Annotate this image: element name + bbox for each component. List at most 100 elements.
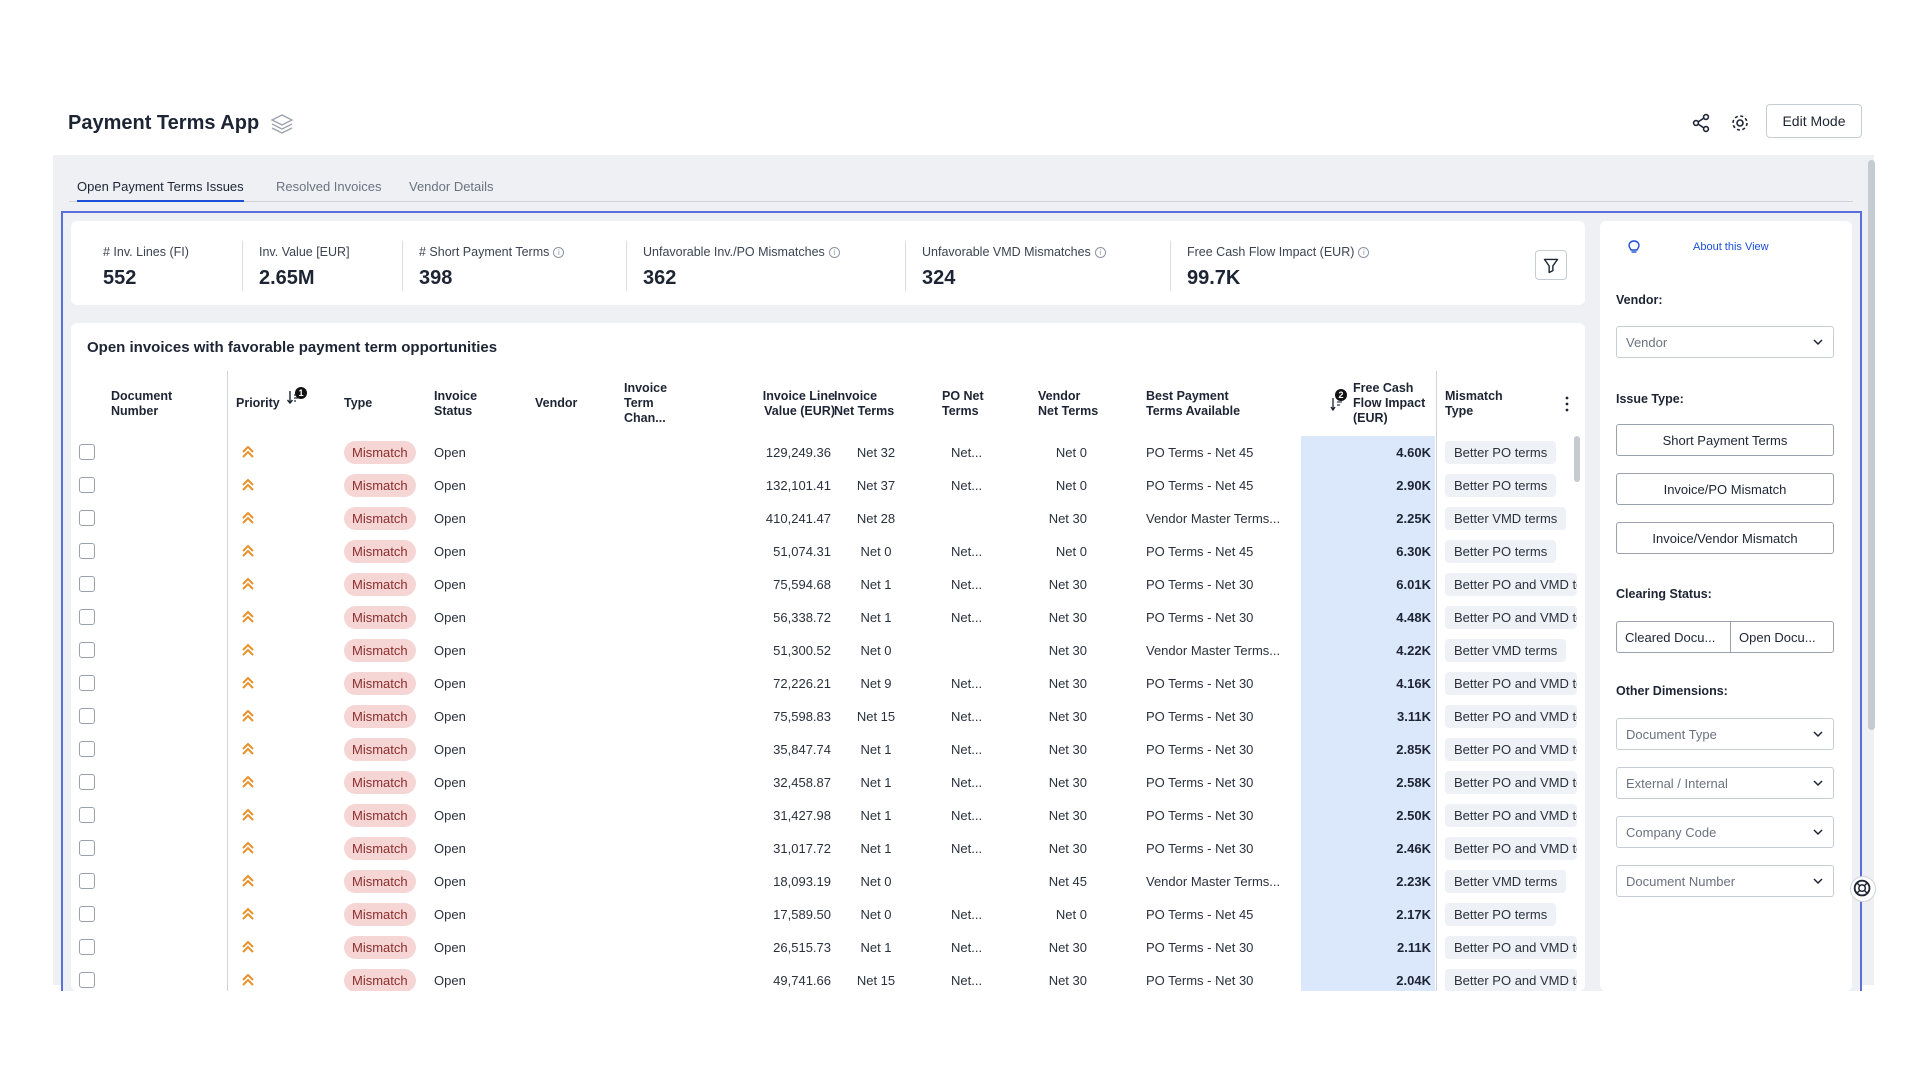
header-invoice-status[interactable]: Invoice Status: [434, 389, 478, 418]
open-documents-button[interactable]: Open Docu...: [1730, 621, 1834, 653]
header-best-payment-terms[interactable]: Best Payment Terms Available: [1146, 389, 1241, 418]
filter-sidebar: About this View Vendor: Vendor Issue Typ…: [1600, 221, 1852, 991]
info-icon[interactable]: i: [828, 246, 840, 258]
fcf-highlight: [1301, 568, 1435, 601]
table-row[interactable]: Mismatch Open 51,074.31 Net 0 Net... Net 0 PO …: [71, 535, 1585, 568]
edit-mode-button[interactable]: Edit Mode: [1766, 104, 1862, 138]
free-cash-flow-impact: 2.25K: [1396, 511, 1431, 526]
table-row[interactable]: Mismatch Open 35,847.74 Net 1 Net... Net 30 PO…: [71, 733, 1585, 766]
short-payment-terms-button[interactable]: Short Payment Terms: [1616, 424, 1834, 456]
invoice-status: Open: [434, 643, 466, 658]
table-row[interactable]: Mismatch Open 18,093.19 Net 0 Net 45 Vendor M…: [71, 865, 1585, 898]
info-icon[interactable]: i: [1358, 246, 1370, 258]
invoice-net-terms: Net 1: [860, 775, 892, 790]
row-checkbox[interactable]: [79, 873, 95, 889]
row-checkbox[interactable]: [79, 840, 95, 856]
table-row[interactable]: Mismatch Open 129,249.36 Net 32 Net... Net 0 P…: [71, 436, 1585, 469]
mismatch-type-badge: Better PO and VMD te: [1445, 804, 1577, 827]
header-vendor[interactable]: Vendor: [535, 396, 578, 410]
row-checkbox[interactable]: [79, 741, 95, 757]
document-type-dropdown[interactable]: Document Type: [1616, 718, 1834, 750]
vendor-net-terms: Net 30: [1048, 742, 1087, 757]
free-cash-flow-impact: 2.85K: [1396, 742, 1431, 757]
type-badge: Mismatch: [344, 738, 416, 761]
row-checkbox[interactable]: [79, 807, 95, 823]
high-priority-icon: [242, 445, 254, 458]
gear-icon[interactable]: [1729, 112, 1751, 134]
row-checkbox[interactable]: [79, 444, 95, 460]
tab-open-payment-terms-issues[interactable]: Open Payment Terms Issues: [77, 179, 244, 202]
filter-button[interactable]: [1535, 250, 1567, 280]
table-row[interactable]: Mismatch Open 75,598.83 Net 15 Net... Net 30 P…: [71, 700, 1585, 733]
free-cash-flow-impact: 4.22K: [1396, 643, 1431, 658]
table-scrollbar[interactable]: [1574, 436, 1580, 482]
header-free-cash-flow-impact[interactable]: Free Cash Flow Impact (EUR): [1353, 381, 1426, 425]
tab-vendor-details[interactable]: Vendor Details: [409, 179, 494, 194]
table-row[interactable]: Mismatch Open 410,241.47 Net 28 Net 30 Vendor…: [71, 502, 1585, 535]
kpi-divider: [626, 241, 627, 291]
table-row[interactable]: Mismatch Open 31,017.72 Net 1 Net... Net 30 PO…: [71, 832, 1585, 865]
sort-descending-icon[interactable]: [1330, 397, 1344, 411]
row-checkbox[interactable]: [79, 609, 95, 625]
about-this-view-link[interactable]: About this View: [1693, 241, 1769, 253]
share-icon[interactable]: [1690, 112, 1712, 134]
table-row[interactable]: Mismatch Open 75,594.68 Net 1 Net... Net 30 PO…: [71, 568, 1585, 601]
row-checkbox[interactable]: [79, 774, 95, 790]
row-checkbox[interactable]: [79, 543, 95, 559]
table-row[interactable]: Mismatch Open 17,589.50 Net 0 Net... Net 0 PO …: [71, 898, 1585, 931]
row-checkbox[interactable]: [79, 576, 95, 592]
more-options-icon[interactable]: [1559, 395, 1575, 413]
header-priority[interactable]: Priority: [236, 396, 280, 410]
high-priority-icon: [242, 940, 254, 953]
page-scrollbar[interactable]: [1868, 160, 1875, 730]
header-invoice-net-terms[interactable]: Invoice Net Terms: [834, 389, 895, 418]
table-row[interactable]: Mismatch Open 26,515.73 Net 1 Net... Net 30 PO…: [71, 931, 1585, 964]
row-checkbox[interactable]: [79, 510, 95, 526]
mismatch-type-badge: Better VMD terms: [1445, 639, 1567, 662]
header-mismatch-type[interactable]: Mismatch Type: [1445, 389, 1503, 418]
table-row[interactable]: Mismatch Open 51,300.52 Net 0 Net 30 Vendor M…: [71, 634, 1585, 667]
po-net-terms: Net...: [951, 742, 983, 757]
table-row[interactable]: Mismatch Open 32,458.87 Net 1 Net... Net 30 PO…: [71, 766, 1585, 799]
row-checkbox[interactable]: [79, 906, 95, 922]
invoice-po-mismatch-button[interactable]: Invoice/PO Mismatch: [1616, 473, 1834, 505]
vendor-net-terms: Net 30: [1048, 610, 1087, 625]
table-row[interactable]: Mismatch Open 56,338.72 Net 1 Net... Net 30 PO…: [71, 601, 1585, 634]
header-type[interactable]: Type: [344, 396, 373, 410]
free-cash-flow-impact: 2.90K: [1396, 478, 1431, 493]
cleared-documents-button[interactable]: Cleared Docu...: [1616, 621, 1731, 653]
invoice-line-value: 31,017.72: [773, 841, 831, 856]
row-checkbox[interactable]: [79, 939, 95, 955]
invoice-vendor-mismatch-button[interactable]: Invoice/Vendor Mismatch: [1616, 522, 1834, 554]
row-checkbox[interactable]: [79, 972, 95, 988]
table-row[interactable]: Mismatch Open 49,741.66 Net 15 Net... Net 30 P…: [71, 964, 1585, 991]
fcf-highlight: [1301, 601, 1435, 634]
external-internal-dropdown[interactable]: External / Internal: [1616, 767, 1834, 799]
vendor-net-terms: Net 30: [1048, 775, 1087, 790]
type-badge: Mismatch: [344, 606, 416, 629]
info-icon[interactable]: i: [1094, 246, 1106, 258]
vendor-dropdown[interactable]: Vendor: [1616, 326, 1834, 358]
row-checkbox[interactable]: [79, 477, 95, 493]
table-row[interactable]: Mismatch Open 72,226.21 Net 9 Net... Net 30 PO…: [71, 667, 1585, 700]
company-code-dropdown[interactable]: Company Code: [1616, 816, 1834, 848]
po-net-terms: Net...: [951, 709, 983, 724]
header-invoice-line-value[interactable]: Invoice Line Value (EUR): [762, 389, 835, 418]
filter-icon: [1543, 258, 1559, 274]
tab-resolved-invoices[interactable]: Resolved Invoices: [276, 179, 382, 194]
header-invoice-term-change[interactable]: Invoice Term Chan...: [624, 381, 668, 425]
type-badge: Mismatch: [344, 837, 416, 860]
header-vendor-net-terms[interactable]: Vendor Net Terms: [1038, 389, 1099, 418]
row-checkbox[interactable]: [79, 675, 95, 691]
info-icon[interactable]: i: [553, 246, 565, 258]
high-priority-icon: [242, 973, 254, 986]
table-row[interactable]: Mismatch Open 132,101.41 Net 37 Net... Net 0 P…: [71, 469, 1585, 502]
header-document-number[interactable]: Document Number: [111, 389, 173, 418]
table-row[interactable]: Mismatch Open 31,427.98 Net 1 Net... Net 30 PO…: [71, 799, 1585, 832]
document-number-dropdown[interactable]: Document Number: [1616, 865, 1834, 897]
header-po-net-terms[interactable]: PO Net Terms: [942, 389, 984, 418]
row-checkbox[interactable]: [79, 642, 95, 658]
row-checkbox[interactable]: [79, 708, 95, 724]
type-badge: Mismatch: [344, 639, 416, 662]
help-button[interactable]: [1850, 876, 1876, 902]
